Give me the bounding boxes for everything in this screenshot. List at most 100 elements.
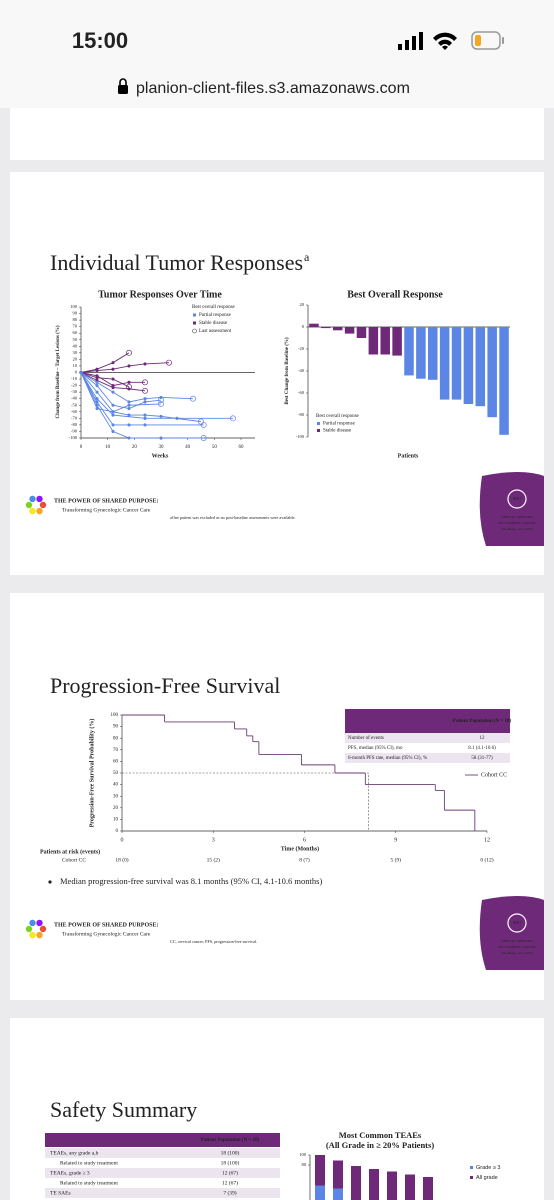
marker — [95, 384, 99, 388]
y-tick-label: 80 — [113, 736, 119, 741]
last-assessment-marker — [166, 359, 172, 366]
bar — [369, 1169, 379, 1200]
marker — [127, 406, 131, 411]
y-tick-label: 40 — [73, 343, 78, 348]
last-assessment-marker — [200, 421, 207, 428]
badge-text: San Diego, CA • 2024 — [501, 951, 532, 956]
y-axis-label: Best Change from Baseline (%) — [285, 337, 290, 404]
y-tick-label: -100 — [69, 435, 78, 440]
last-assessment-marker — [158, 397, 164, 403]
browser-chrome — [0, 0, 554, 108]
y-tick-label: 30 — [73, 350, 78, 355]
status-icons — [398, 31, 504, 50]
marker — [127, 403, 131, 407]
y-tick-label: 90 — [73, 311, 78, 316]
x-tick-label: 0 — [121, 837, 124, 843]
marker — [143, 362, 147, 366]
logo-petal — [36, 495, 43, 503]
y-tick-label: 0 — [75, 370, 78, 375]
logo-petal — [36, 919, 43, 927]
bar — [487, 327, 497, 418]
bar — [439, 327, 450, 400]
lock-icon — [118, 78, 128, 94]
bar — [405, 1174, 415, 1200]
legend-swatch — [193, 321, 196, 325]
at-risk-value: 0 (12) — [480, 856, 493, 863]
logo-petal — [25, 501, 33, 509]
marker — [95, 368, 99, 373]
table-cell: 18 (100) — [221, 1149, 240, 1156]
table-cell: TE SAEs — [50, 1190, 71, 1196]
legend-title: Best overall response — [192, 305, 236, 310]
x-tick-label: 50 — [212, 445, 218, 450]
bar — [404, 327, 414, 376]
median-line — [122, 772, 369, 831]
y-tick-label: -20 — [298, 346, 305, 351]
marker — [111, 367, 115, 371]
footer-tagline: THE POWER OF SHARED PURPOSE: — [54, 922, 158, 928]
bar — [356, 327, 367, 338]
marker — [143, 400, 147, 404]
y-tick-label: 80 — [73, 317, 78, 322]
marker — [143, 413, 147, 417]
at-risk-value: 8 (7) — [299, 856, 310, 863]
footer-tagline: THE POWER OF SHARED PURPOSE: — [54, 498, 158, 504]
y-tick-label: 20 — [113, 806, 119, 811]
y-tick-label: -20 — [71, 383, 78, 388]
table-row — [345, 753, 510, 763]
table-header — [45, 1133, 280, 1147]
marker — [159, 436, 163, 440]
response-line — [80, 372, 204, 426]
marker — [111, 423, 115, 427]
marker — [127, 413, 131, 417]
last-assessment-marker — [126, 349, 132, 356]
footnote: CC, cervical cancer; PFS, progression-fr… — [170, 939, 257, 945]
bar — [475, 327, 486, 407]
at-risk-value: 18 (0) — [115, 856, 128, 863]
marker — [111, 429, 115, 434]
marker — [95, 397, 99, 401]
marker — [143, 423, 147, 427]
table-row — [345, 743, 510, 753]
bar — [416, 327, 426, 379]
bar — [428, 327, 438, 380]
table-row — [45, 1148, 280, 1158]
y-axis-label: Change from Baseline – Target Lesions (%… — [56, 325, 61, 418]
slide-title: Safety Summary — [50, 1097, 197, 1122]
last-assessment-marker — [142, 387, 148, 394]
chart-title: Most Common TEAEs — [339, 1130, 422, 1140]
clock: 15:00 — [72, 28, 128, 53]
logo-petal — [25, 925, 33, 933]
footer-subtitle: Transforming Gynecologic Cancer Care — [62, 930, 151, 937]
legend-swatch — [470, 1176, 473, 1179]
at-risk-value: 5 (9) — [390, 856, 401, 863]
slide — [10, 593, 544, 1000]
y-tick-label: 10 — [113, 818, 119, 823]
slide-title: Progression-Free Survival — [50, 673, 280, 698]
url[interactable]: planion-client-files.s3.amazonaws.com — [136, 80, 410, 97]
legend-label: Grade ≥ 3 — [476, 1165, 500, 1171]
chart-subtitle: (All Grade in ≥ 20% Patients) — [326, 1140, 434, 1150]
y-tick-label: -30 — [71, 389, 78, 394]
response-line — [80, 362, 170, 373]
legend-label: Stable disease — [199, 321, 228, 326]
marker — [95, 380, 99, 384]
bar — [344, 327, 355, 334]
x-tick-label: 40 — [185, 445, 191, 450]
logo-petal — [29, 507, 36, 515]
x-tick-label: 30 — [159, 445, 165, 450]
legend-label: Last assessment — [199, 329, 232, 334]
marker — [111, 410, 115, 414]
y-tick-label: -70 — [71, 415, 78, 420]
badge-text: SGO — [513, 920, 521, 925]
bar — [315, 1155, 325, 1200]
y-tick-label: 100 — [111, 713, 119, 718]
badge-text: San Diego, CA • 2024 — [501, 527, 532, 532]
bar — [333, 1188, 343, 1200]
legend-label: Partial response — [199, 313, 232, 318]
legend-swatch — [317, 422, 320, 425]
x-axis-label: Patients — [398, 453, 419, 459]
marker — [95, 376, 99, 380]
